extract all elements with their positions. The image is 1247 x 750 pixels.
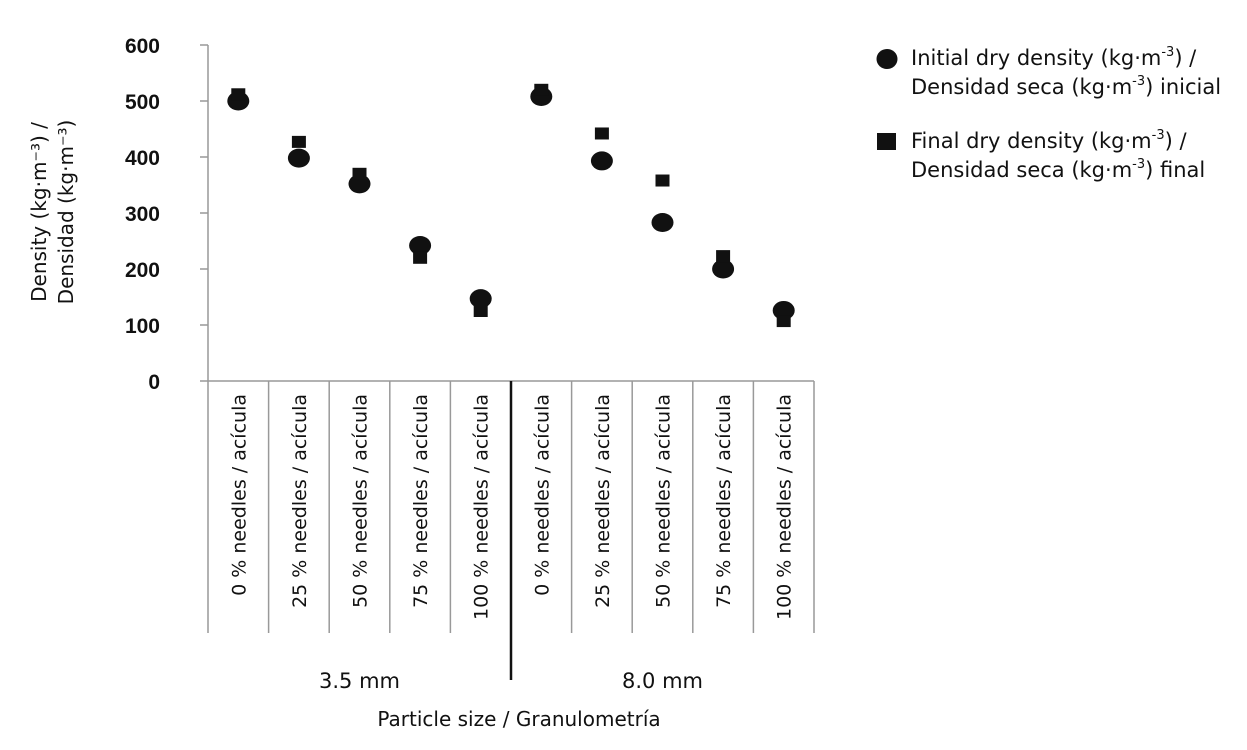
legend-initial-label: Densidad seca (kg·m-3) inicial xyxy=(911,74,1221,99)
group-labels: 3.5 mm 8.0 mm xyxy=(319,669,703,693)
y-axis-title-line1: Density (kg·m⁻³) / xyxy=(27,122,51,302)
legend-final-label: Densidad seca (kg·m-3) final xyxy=(911,157,1205,182)
group-label: 8.0 mm xyxy=(622,669,703,693)
final-density-point xyxy=(473,305,488,317)
initial-density-point xyxy=(469,289,492,309)
legend-circle-marker xyxy=(876,49,898,69)
category-label: 100 % needles / acícula xyxy=(471,394,493,620)
y-tick-label: 200 xyxy=(125,259,160,282)
category-label: 25 % needles / acícula xyxy=(289,394,311,608)
final-density-point xyxy=(594,127,609,140)
category-label: 25 % needles / acícula xyxy=(592,394,614,608)
initial-density-point xyxy=(590,151,613,171)
category-label: 100 % needles / acícula xyxy=(774,394,796,620)
y-tick-label: 100 xyxy=(125,315,160,338)
final-density-point xyxy=(655,174,670,187)
category-label: 50 % needles / acícula xyxy=(350,394,372,608)
initial-density-point xyxy=(409,235,432,255)
y-tick-label: 600 xyxy=(125,35,160,58)
legend-initial-label: Initial dry density (kg·m-3) / xyxy=(911,45,1197,70)
final-density-point xyxy=(231,88,246,101)
y-tick-label: 500 xyxy=(125,91,160,114)
category-label: 0 % needles / acícula xyxy=(228,394,250,596)
final-density-point xyxy=(534,83,549,96)
final-density-point xyxy=(413,251,428,264)
final-density-point xyxy=(776,315,791,328)
initial-density-point xyxy=(651,213,674,233)
y-tick-label: 0 xyxy=(148,371,160,394)
category-label: 75 % needles / acícula xyxy=(713,394,735,608)
y-tick-label: 400 xyxy=(125,147,160,170)
initial-density-point xyxy=(712,259,735,279)
y-axis-title-line2: Densidad (kg·m⁻³) xyxy=(54,120,78,305)
final-density-point xyxy=(352,167,367,180)
category-label: 75 % needles / acícula xyxy=(410,394,432,608)
group-label: 3.5 mm xyxy=(319,669,400,693)
legend: Initial dry density (kg·m-3) / Densidad s… xyxy=(876,45,1221,182)
y-tick-label: 300 xyxy=(125,203,160,226)
x-axis-title: Particle size / Granulometría xyxy=(377,707,660,731)
legend-final-label: Final dry density (kg·m-3) / xyxy=(911,128,1187,153)
initial-density-point xyxy=(287,148,310,168)
final-density-point xyxy=(291,135,306,148)
data-points xyxy=(227,83,795,328)
category-labels: 0 % needles / acícula 25 % needles / acíc… xyxy=(228,394,795,620)
category-label: 0 % needles / acícula xyxy=(531,394,553,596)
final-density-point xyxy=(716,250,731,263)
category-label: 50 % needles / acícula xyxy=(653,394,675,608)
legend-square-marker xyxy=(877,133,896,150)
axes xyxy=(200,44,815,680)
y-tick-labels: 600 500 400 300 200 100 0 xyxy=(125,35,160,394)
